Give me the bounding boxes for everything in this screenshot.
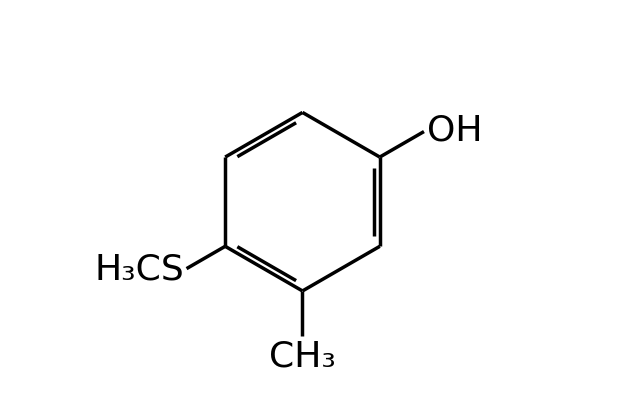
Text: OH: OH <box>426 114 482 147</box>
Text: H₃CS: H₃CS <box>94 252 184 286</box>
Text: CH₃: CH₃ <box>269 339 336 373</box>
